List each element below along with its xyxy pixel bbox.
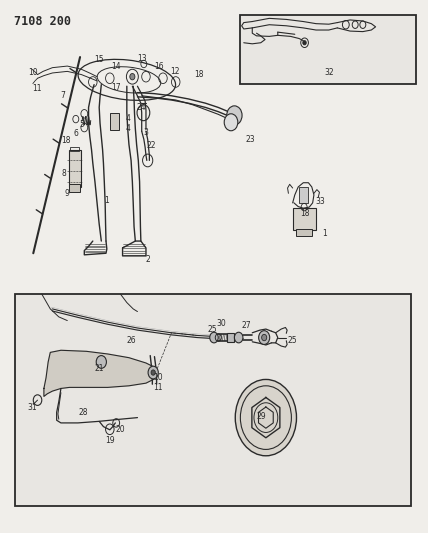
Bar [293,208,316,230]
Text: 31: 31 [27,402,37,411]
Circle shape [303,41,306,45]
Text: 8: 8 [62,169,67,178]
Text: 26: 26 [126,336,136,345]
Text: 5: 5 [79,120,84,129]
Text: 25: 25 [288,336,297,345]
Circle shape [259,330,270,344]
Text: 9: 9 [65,189,70,198]
Circle shape [224,114,238,131]
Text: 2: 2 [146,255,151,264]
Circle shape [235,379,297,456]
Text: 21: 21 [95,364,104,373]
Text: 15: 15 [95,55,104,64]
Bar [296,229,312,236]
Text: 11: 11 [153,383,163,392]
Bar [240,14,416,84]
Text: 20: 20 [116,425,125,434]
Text: 19: 19 [105,436,115,445]
Text: 33: 33 [315,197,325,206]
Polygon shape [44,350,157,397]
Bar [110,113,119,130]
Text: 16: 16 [154,62,163,70]
Text: 22: 22 [147,141,156,150]
Bar [227,333,235,342]
Text: 29: 29 [257,411,267,421]
Bar [15,294,411,506]
Text: 10: 10 [153,373,163,382]
Bar [69,184,80,192]
Circle shape [130,74,135,80]
Bar [70,147,79,151]
Circle shape [235,332,243,343]
Text: 3: 3 [143,128,149,137]
Text: 18: 18 [194,70,204,79]
Circle shape [148,366,158,379]
Text: 1: 1 [322,229,327,238]
Text: 7: 7 [61,91,65,100]
Text: 13: 13 [137,54,146,63]
Circle shape [227,106,242,125]
Text: 25: 25 [208,325,217,334]
Circle shape [262,334,267,341]
Text: 12: 12 [170,67,180,76]
Text: 4: 4 [126,114,131,123]
Text: 4: 4 [125,124,130,133]
Text: 10: 10 [29,68,38,77]
Text: 24: 24 [137,103,146,112]
Bar [299,187,309,203]
Text: 6: 6 [73,130,78,139]
Text: 18: 18 [300,209,309,218]
Text: 27: 27 [242,321,252,330]
Circle shape [96,356,107,368]
Text: 28: 28 [78,408,88,417]
Text: 23: 23 [245,135,255,144]
Circle shape [210,332,218,343]
Text: 7108 200: 7108 200 [14,14,71,28]
Text: 14: 14 [111,62,121,70]
Bar [68,150,81,187]
Text: 32: 32 [324,68,333,77]
Text: 18: 18 [61,136,71,146]
Text: 17: 17 [111,83,121,92]
Circle shape [151,370,155,375]
Text: 11: 11 [32,84,42,93]
Text: 1: 1 [104,196,109,205]
Text: 30: 30 [216,319,226,328]
